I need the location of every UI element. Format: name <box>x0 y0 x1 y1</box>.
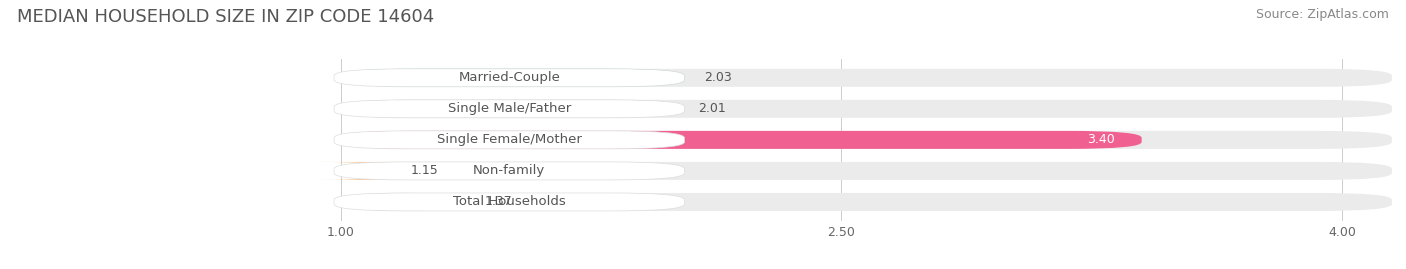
Text: Single Female/Mother: Single Female/Mother <box>437 133 582 146</box>
Text: MEDIAN HOUSEHOLD SIZE IN ZIP CODE 14604: MEDIAN HOUSEHOLD SIZE IN ZIP CODE 14604 <box>17 8 434 26</box>
FancyBboxPatch shape <box>340 69 1392 87</box>
FancyBboxPatch shape <box>318 162 415 180</box>
Text: 1.15: 1.15 <box>411 164 439 178</box>
FancyBboxPatch shape <box>340 131 1392 149</box>
FancyBboxPatch shape <box>340 193 1392 211</box>
Text: 3.40: 3.40 <box>1087 133 1115 146</box>
FancyBboxPatch shape <box>335 193 685 211</box>
Text: Single Male/Father: Single Male/Father <box>447 102 571 115</box>
FancyBboxPatch shape <box>340 193 464 211</box>
FancyBboxPatch shape <box>335 100 685 118</box>
Text: 2.03: 2.03 <box>704 71 733 84</box>
Text: Total Households: Total Households <box>453 196 565 208</box>
FancyBboxPatch shape <box>340 100 1392 118</box>
Text: Source: ZipAtlas.com: Source: ZipAtlas.com <box>1256 8 1389 21</box>
FancyBboxPatch shape <box>340 131 1142 149</box>
FancyBboxPatch shape <box>340 100 678 118</box>
FancyBboxPatch shape <box>335 162 685 180</box>
FancyBboxPatch shape <box>340 162 1392 180</box>
Text: Married-Couple: Married-Couple <box>458 71 560 84</box>
FancyBboxPatch shape <box>335 131 685 149</box>
Text: 1.37: 1.37 <box>484 196 512 208</box>
Text: 2.01: 2.01 <box>697 102 725 115</box>
Text: Non-family: Non-family <box>474 164 546 178</box>
FancyBboxPatch shape <box>340 69 685 87</box>
FancyBboxPatch shape <box>335 69 685 87</box>
